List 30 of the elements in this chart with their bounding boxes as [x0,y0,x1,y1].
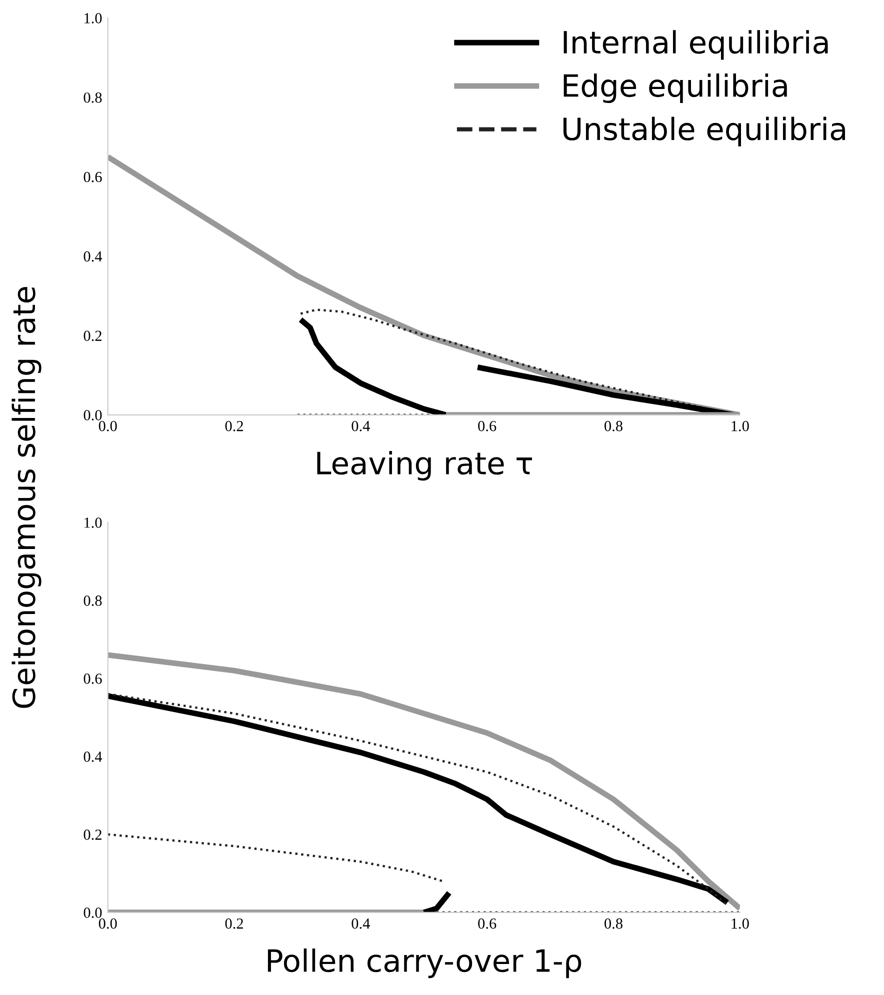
y-tick-label: 0.8 [84,596,102,606]
y-axis-title: Geitonogamous selfing rate [12,286,42,708]
x-tick-label: 0.0 [98,918,117,929]
x-tick-label: 1.0 [732,420,749,432]
y-tick-label: 0.6 [84,674,102,684]
x-tick-label: 0.8 [604,420,622,432]
legend-label: Edge equilibria [564,73,787,104]
x-tick-label: 0.4 [352,420,370,432]
x-tick-label: 0.8 [604,918,622,929]
x-tick-label: 0.6 [478,420,496,432]
x-tick-label: 0.2 [225,918,243,929]
y-tick-label: 1.0 [84,13,102,24]
y-tick-label: 0.4 [84,251,102,262]
x-tick-label: 0.2 [225,420,243,432]
x-tick-label: 0.0 [98,420,117,432]
y-tick-label: 1.0 [84,518,102,528]
y-tick-label: 0.8 [84,92,102,103]
legend-label: Internal equilibria [564,30,828,60]
x-tick-label: 1.0 [732,918,749,929]
x-tick-label: 0.4 [352,918,370,929]
legend-label: Unstable equilibria [563,116,846,146]
x-tick-label: 0.6 [478,918,496,929]
y-tick-label: 0.0 [84,410,102,420]
y-tick-label: 0.2 [84,830,102,840]
y-tick-label: 0.4 [84,752,102,762]
x-axis-title: Pollen carry-over 1-ρ [268,948,582,978]
x-axis-title: Leaving rate τ [317,450,532,481]
y-tick-label: 0.2 [84,330,102,342]
y-tick-label: 0.0 [84,908,102,918]
y-tick-label: 0.6 [84,172,102,182]
